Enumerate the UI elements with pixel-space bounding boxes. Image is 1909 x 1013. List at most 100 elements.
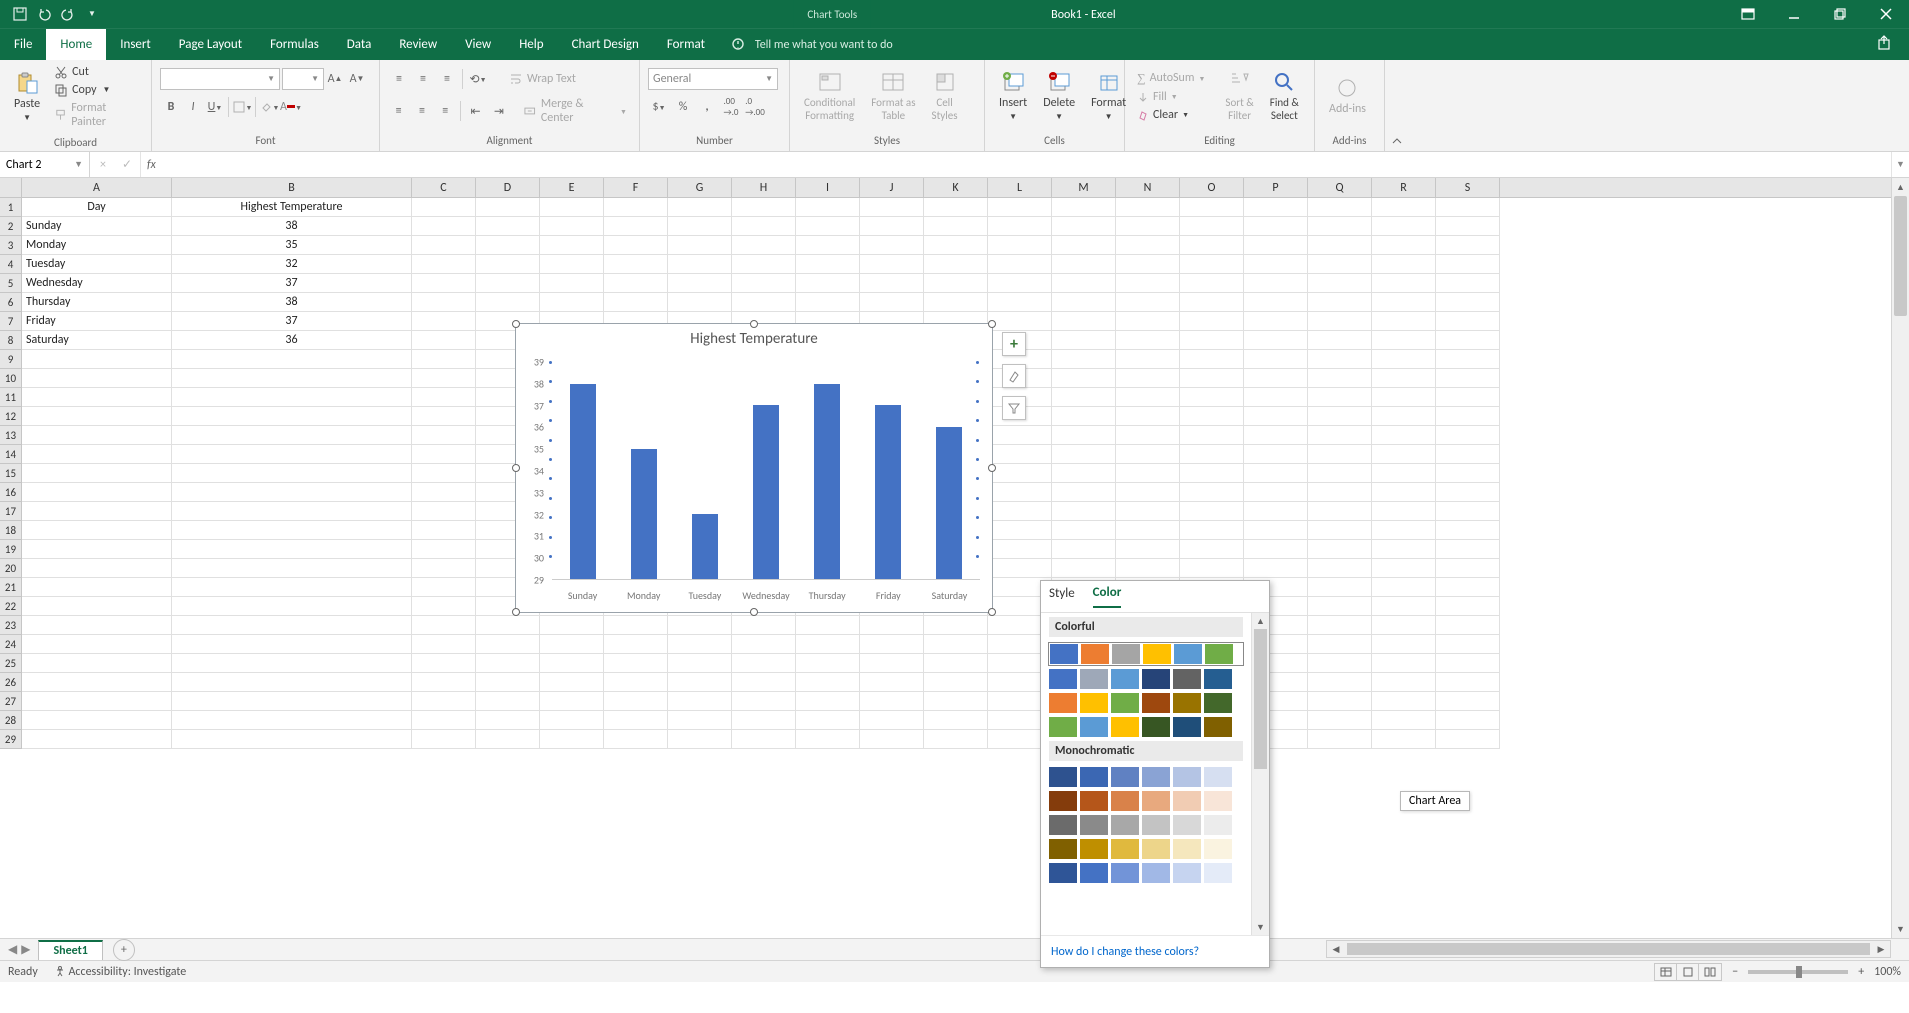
cell[interactable]	[860, 274, 924, 293]
cell[interactable]: 37	[172, 274, 412, 293]
cell[interactable]	[1372, 236, 1436, 255]
cell[interactable]	[1308, 293, 1372, 312]
cell-styles-button[interactable]: Cell Styles	[926, 68, 964, 124]
cell[interactable]	[668, 217, 732, 236]
sheet-tab-sheet1[interactable]: Sheet1	[38, 940, 102, 960]
embedded-chart[interactable]: Highest Temperature 29303132333435363738…	[515, 323, 993, 613]
cell[interactable]: 36	[172, 331, 412, 350]
cell[interactable]	[988, 255, 1052, 274]
zoom-level[interactable]: 100%	[1874, 965, 1901, 979]
cell[interactable]	[796, 255, 860, 274]
cell[interactable]	[1436, 369, 1500, 388]
cell[interactable]	[796, 692, 860, 711]
cell[interactable]	[988, 445, 1052, 464]
tab-formulas[interactable]: Formulas	[256, 29, 333, 60]
cell[interactable]	[1180, 198, 1244, 217]
cell[interactable]	[1308, 407, 1372, 426]
cell[interactable]	[796, 616, 860, 635]
column-header[interactable]: O	[1180, 178, 1244, 197]
cell[interactable]	[412, 255, 476, 274]
row-header[interactable]: 4	[0, 255, 21, 274]
cell[interactable]	[604, 293, 668, 312]
chart-bar[interactable]	[875, 405, 901, 579]
cell[interactable]	[668, 255, 732, 274]
cell[interactable]	[412, 654, 476, 673]
row-header[interactable]: 17	[0, 502, 21, 521]
cell[interactable]	[732, 616, 796, 635]
cell[interactable]	[668, 692, 732, 711]
cell[interactable]	[1372, 578, 1436, 597]
cell[interactable]	[796, 635, 860, 654]
tab-review[interactable]: Review	[385, 29, 451, 60]
cell[interactable]: 38	[172, 217, 412, 236]
cell[interactable]	[1244, 540, 1308, 559]
tab-home[interactable]: Home	[46, 29, 106, 60]
cell[interactable]	[1436, 673, 1500, 692]
cell[interactable]	[1180, 236, 1244, 255]
cell[interactable]	[732, 217, 796, 236]
cell[interactable]	[604, 616, 668, 635]
autosum-button[interactable]: ∑AutoSum ▼	[1133, 70, 1209, 87]
cell[interactable]	[1372, 654, 1436, 673]
cell[interactable]	[1308, 692, 1372, 711]
cell[interactable]	[172, 711, 412, 730]
align-top-icon[interactable]: ≡	[388, 68, 410, 90]
cell[interactable]	[1308, 673, 1372, 692]
cell[interactable]	[1308, 540, 1372, 559]
maximize-icon[interactable]	[1817, 0, 1863, 28]
currency-icon[interactable]: $▼	[648, 96, 670, 118]
cell[interactable]	[604, 692, 668, 711]
cell[interactable]	[796, 274, 860, 293]
cell[interactable]	[412, 388, 476, 407]
color-scheme-option[interactable]	[1049, 693, 1243, 713]
zoom-in-icon[interactable]: +	[1858, 965, 1864, 979]
cell[interactable]	[1244, 217, 1308, 236]
cell[interactable]	[22, 692, 172, 711]
cell[interactable]	[412, 217, 476, 236]
cell[interactable]	[924, 616, 988, 635]
color-scheme-option[interactable]	[1049, 815, 1243, 835]
column-header[interactable]: L	[988, 178, 1052, 197]
cell[interactable]: Friday	[22, 312, 172, 331]
cell[interactable]	[412, 559, 476, 578]
cell[interactable]	[860, 255, 924, 274]
column-header[interactable]: D	[476, 178, 540, 197]
cell[interactable]	[476, 711, 540, 730]
cell[interactable]	[1372, 350, 1436, 369]
align-bottom-icon[interactable]: ≡	[436, 68, 458, 90]
cell[interactable]	[476, 654, 540, 673]
cell[interactable]	[1308, 464, 1372, 483]
cell[interactable]	[860, 616, 924, 635]
cell[interactable]	[1308, 217, 1372, 236]
row-header[interactable]: 24	[0, 635, 21, 654]
color-scheme-option[interactable]	[1049, 863, 1243, 883]
cell[interactable]	[476, 274, 540, 293]
cell[interactable]	[22, 578, 172, 597]
cell[interactable]: 35	[172, 236, 412, 255]
cell[interactable]	[1436, 521, 1500, 540]
cell[interactable]	[1436, 635, 1500, 654]
ribbon-display-icon[interactable]	[1725, 0, 1771, 28]
row-header[interactable]: 2	[0, 217, 21, 236]
cell[interactable]	[22, 616, 172, 635]
cell[interactable]	[924, 635, 988, 654]
cell[interactable]	[22, 445, 172, 464]
cell[interactable]	[22, 654, 172, 673]
column-header[interactable]: R	[1372, 178, 1436, 197]
cell[interactable]	[1244, 464, 1308, 483]
row-header[interactable]: 14	[0, 445, 21, 464]
increase-font-icon[interactable]: A▲	[324, 68, 346, 90]
column-header[interactable]: P	[1244, 178, 1308, 197]
cell[interactable]	[988, 198, 1052, 217]
cell[interactable]	[1052, 407, 1116, 426]
cell[interactable]	[668, 236, 732, 255]
sheet-nav-next-icon[interactable]: ▶	[21, 942, 30, 957]
bold-icon[interactable]: B	[160, 96, 182, 118]
chart-elements-button[interactable]: +	[1002, 332, 1026, 356]
cell[interactable]	[732, 293, 796, 312]
cell[interactable]	[668, 673, 732, 692]
cell[interactable]	[22, 559, 172, 578]
expand-formula-bar-icon[interactable]: ▼	[1891, 152, 1909, 177]
share-icon[interactable]	[1877, 35, 1893, 55]
cell[interactable]	[540, 730, 604, 749]
